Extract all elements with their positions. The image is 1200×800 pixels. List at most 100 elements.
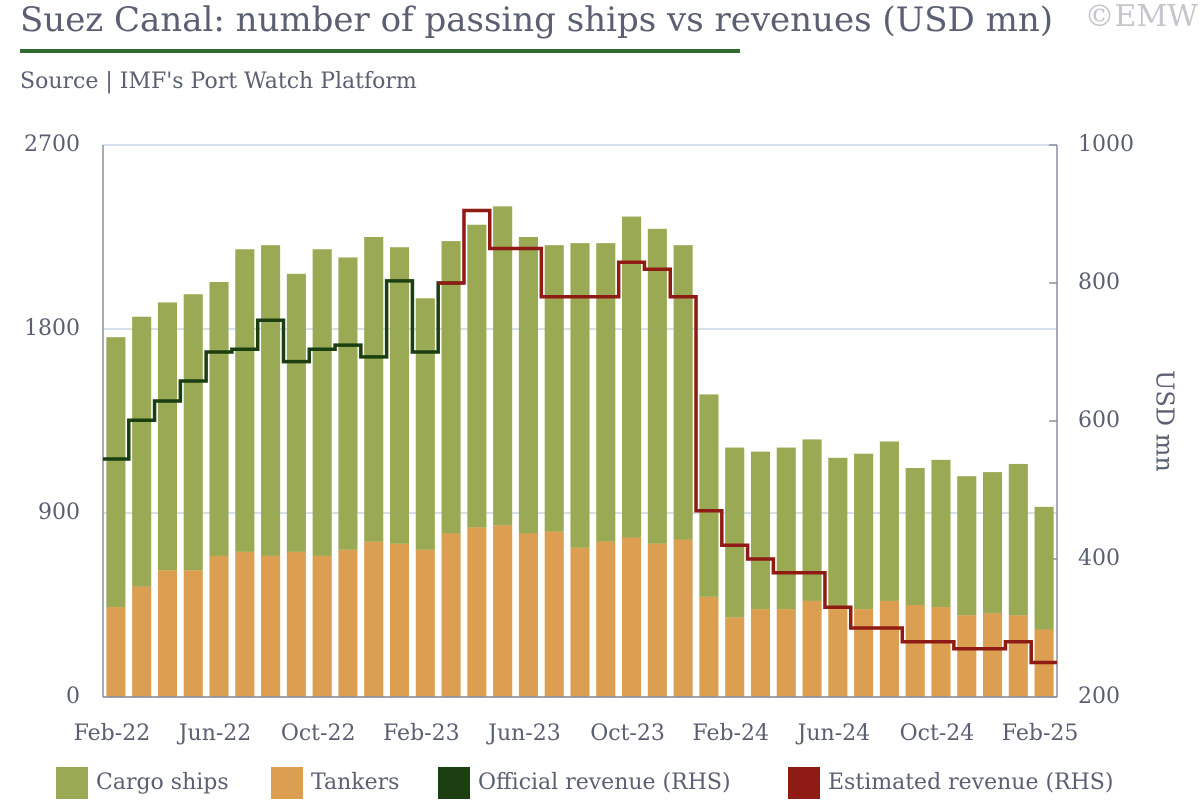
revenue-line [438, 208, 1057, 665]
x-tick-label: Oct-22 [281, 721, 356, 746]
x-tick-label: Jun-24 [796, 721, 871, 746]
bar [157, 570, 177, 697]
bar [389, 543, 410, 697]
bar [622, 216, 642, 538]
legend-label: Cargo ships [96, 770, 229, 795]
bar [415, 549, 435, 697]
legend-swatch [438, 767, 470, 799]
bar [183, 570, 203, 697]
bar [622, 537, 642, 697]
y-tick-label: 1800 [24, 316, 80, 341]
y-tick-label: 0 [66, 684, 80, 709]
bar [854, 453, 874, 610]
bar [828, 609, 848, 697]
x-tick-label: Feb-24 [692, 721, 769, 746]
bar [673, 539, 693, 697]
bar [1034, 506, 1054, 630]
bar [312, 555, 332, 697]
x-tick-label: Jun-22 [177, 721, 252, 746]
bar [983, 613, 1003, 697]
bar [699, 394, 719, 597]
bar [725, 447, 745, 618]
bar [931, 459, 951, 608]
bar [931, 607, 951, 697]
bar [1008, 463, 1028, 616]
bar [235, 249, 255, 552]
bar [647, 543, 667, 697]
y2-tick-label: 1000 [1078, 132, 1134, 157]
bar [441, 533, 461, 697]
bar [493, 206, 513, 526]
legend-label: Official revenue (RHS) [478, 770, 731, 795]
bar [750, 609, 771, 697]
x-tick-label: Oct-24 [900, 721, 975, 746]
y2-tick-label: 600 [1078, 408, 1120, 433]
bar [286, 273, 306, 552]
bar [725, 617, 745, 697]
bar [261, 245, 281, 556]
bar [596, 243, 616, 542]
bar [106, 337, 126, 608]
bar [802, 439, 822, 601]
bar [389, 247, 410, 544]
bar [957, 476, 977, 616]
bar [261, 555, 281, 697]
bar [802, 600, 822, 697]
legend-label: Tankers [311, 770, 399, 795]
bar [415, 298, 435, 550]
bar [441, 241, 461, 534]
bar [106, 607, 126, 697]
revenue-line [103, 279, 464, 461]
bar [673, 245, 693, 540]
y2-tick-label: 200 [1078, 684, 1120, 709]
bar [699, 596, 719, 697]
bar [879, 600, 899, 697]
bar [879, 441, 899, 601]
y2-tick-label: 800 [1078, 270, 1120, 295]
bar [544, 245, 564, 532]
bar [364, 541, 384, 697]
bar [544, 531, 564, 697]
bar [338, 549, 358, 697]
bar [854, 609, 874, 697]
bar [570, 547, 590, 697]
bar [957, 615, 977, 697]
bar [1008, 615, 1028, 697]
bar [518, 533, 538, 697]
y-tick-label: 900 [38, 500, 80, 525]
subtitle: Source | IMF's Port Watch Platform [20, 69, 417, 94]
legend-swatch [788, 767, 820, 799]
legend-swatch [56, 767, 88, 799]
bar [132, 586, 152, 697]
bar [157, 302, 177, 571]
bar [596, 541, 616, 697]
bar [209, 555, 229, 697]
x-tick-label: Oct-23 [590, 721, 665, 746]
bar [570, 243, 590, 548]
bar [235, 551, 255, 697]
watermark: ©EMW [1085, 0, 1199, 34]
bar [132, 316, 152, 587]
bar [312, 249, 332, 556]
chart-title: Suez Canal: number of passing ships vs r… [20, 0, 1053, 40]
bar [467, 527, 487, 697]
bar [518, 237, 538, 534]
legend-swatch [271, 767, 303, 799]
legend-label: Estimated revenue (RHS) [828, 770, 1113, 795]
bar [286, 551, 306, 697]
bar [209, 281, 229, 556]
bar [983, 472, 1003, 614]
x-tick-label: Feb-23 [383, 721, 460, 746]
x-tick-label: Feb-22 [74, 721, 151, 746]
bar [905, 605, 925, 697]
x-tick-label: Feb-25 [1002, 721, 1079, 746]
bar [338, 257, 358, 550]
bar [647, 228, 667, 544]
bar [905, 468, 925, 605]
bar [776, 609, 796, 697]
y2-tick-label: 400 [1078, 546, 1120, 571]
bar [183, 294, 203, 571]
y-tick-label: 2700 [24, 132, 80, 157]
bar [828, 457, 848, 610]
